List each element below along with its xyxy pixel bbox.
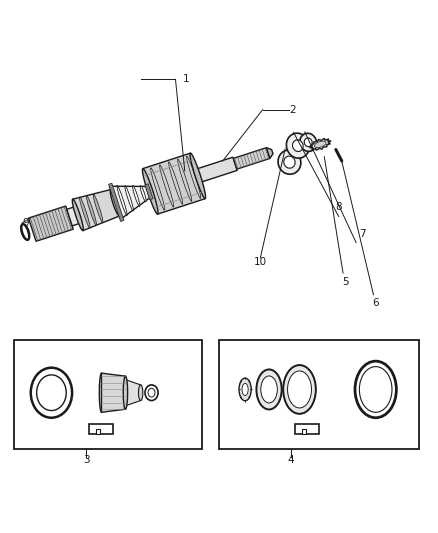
Text: 2: 2 [290, 105, 296, 115]
Ellipse shape [138, 385, 143, 400]
Ellipse shape [284, 156, 295, 168]
Ellipse shape [256, 369, 282, 409]
Text: 5: 5 [342, 277, 349, 287]
Ellipse shape [288, 371, 311, 408]
Bar [219, 341, 419, 449]
Ellipse shape [304, 138, 312, 147]
Ellipse shape [278, 150, 301, 174]
Ellipse shape [110, 190, 120, 216]
Ellipse shape [31, 368, 72, 418]
Ellipse shape [359, 367, 392, 413]
Ellipse shape [140, 185, 146, 202]
Bar [89, 424, 113, 434]
Ellipse shape [125, 185, 134, 211]
Polygon shape [196, 157, 237, 182]
Polygon shape [233, 148, 270, 169]
Ellipse shape [239, 378, 251, 401]
Bar [295, 424, 319, 434]
Polygon shape [110, 186, 152, 220]
Polygon shape [125, 379, 141, 406]
Ellipse shape [145, 385, 158, 400]
Ellipse shape [93, 194, 103, 222]
Text: 9: 9 [22, 218, 28, 228]
Bar [96, 429, 100, 434]
Ellipse shape [286, 133, 309, 158]
Polygon shape [266, 148, 273, 158]
Polygon shape [67, 207, 81, 226]
Bar [302, 429, 306, 434]
Bar [375, 386, 388, 393]
Polygon shape [109, 183, 124, 222]
Polygon shape [145, 184, 153, 200]
Ellipse shape [123, 376, 127, 409]
Ellipse shape [293, 140, 303, 151]
Ellipse shape [314, 141, 326, 148]
Text: 1: 1 [183, 75, 190, 84]
Text: 7: 7 [359, 229, 366, 239]
Ellipse shape [117, 185, 127, 215]
Text: 3: 3 [83, 455, 89, 465]
Ellipse shape [242, 383, 248, 395]
Text: 8: 8 [336, 202, 342, 212]
Polygon shape [28, 206, 73, 241]
Ellipse shape [37, 375, 66, 410]
Ellipse shape [190, 153, 205, 199]
Ellipse shape [355, 361, 396, 418]
Ellipse shape [86, 196, 96, 225]
Text: 4: 4 [287, 455, 294, 465]
Ellipse shape [300, 133, 317, 151]
Polygon shape [102, 373, 125, 413]
Ellipse shape [99, 373, 104, 413]
Polygon shape [310, 139, 331, 150]
Ellipse shape [261, 376, 277, 403]
Ellipse shape [72, 199, 83, 231]
Polygon shape [143, 153, 205, 214]
Ellipse shape [148, 389, 155, 397]
Polygon shape [73, 190, 119, 231]
Text: 6: 6 [372, 297, 379, 308]
Ellipse shape [142, 168, 158, 214]
Ellipse shape [283, 365, 316, 414]
Ellipse shape [133, 185, 140, 206]
Ellipse shape [21, 224, 29, 240]
Bar [14, 341, 201, 449]
Text: 10: 10 [254, 257, 267, 267]
Ellipse shape [80, 197, 90, 228]
